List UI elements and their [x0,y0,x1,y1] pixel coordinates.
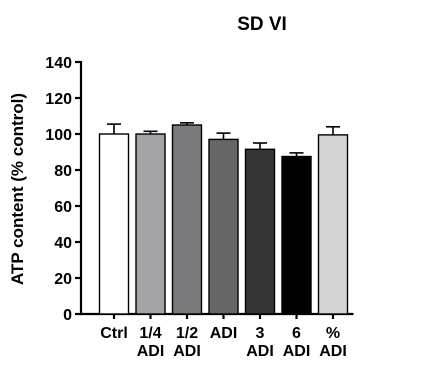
x-tick-label: 1/2 ADI [173,325,201,360]
bar [208,138,239,315]
x-tick-label-line: 3 [256,325,265,342]
bar [98,133,130,315]
x-tick-label-line: ADI [137,343,165,360]
x-tick-label-line: 1/2 [176,325,198,342]
x-tick-label-line: Ctrl [100,325,128,342]
bars [98,122,349,315]
x-tick-label: ADI [210,325,238,342]
y-tick-label: 100 [45,127,72,144]
y-ticks: 0 20 40 60 80 100 120 140 [45,55,81,324]
x-tick-label-line: ADI [210,325,238,342]
bar [281,155,312,315]
y-tick-label: 20 [54,271,72,288]
x-tick-label: 1/4 ADI [137,325,165,360]
x-tick-label-line: 6 [292,325,301,342]
x-tick-label: % ADI [319,325,347,360]
y-tick-label: 40 [54,235,72,252]
y-tick-label: 60 [54,199,72,216]
x-tick-label-line: 1/4 [139,325,161,342]
y-tick-label: 120 [45,91,72,108]
y-axis-label: ATP content (% control) [8,93,27,285]
x-tick-label: 3 ADI [246,325,274,360]
x-tick-label-line: % [326,325,340,342]
bar [171,124,203,315]
x-tick-label-line: ADI [246,343,274,360]
y-tick-label: 80 [54,163,72,180]
x-tick-label: Ctrl [100,325,128,342]
x-tick-label: 6 ADI [283,325,311,360]
x-tick-label-line: ADI [283,343,311,360]
bar [244,148,276,315]
bar [135,133,166,315]
y-tick-label: 140 [45,55,72,72]
bar [317,134,349,315]
x-tick-label-line: ADI [173,343,201,360]
x-tick-label-line: ADI [319,343,347,360]
chart-title: SD VI [237,14,287,35]
y-tick-label: 0 [63,307,72,324]
